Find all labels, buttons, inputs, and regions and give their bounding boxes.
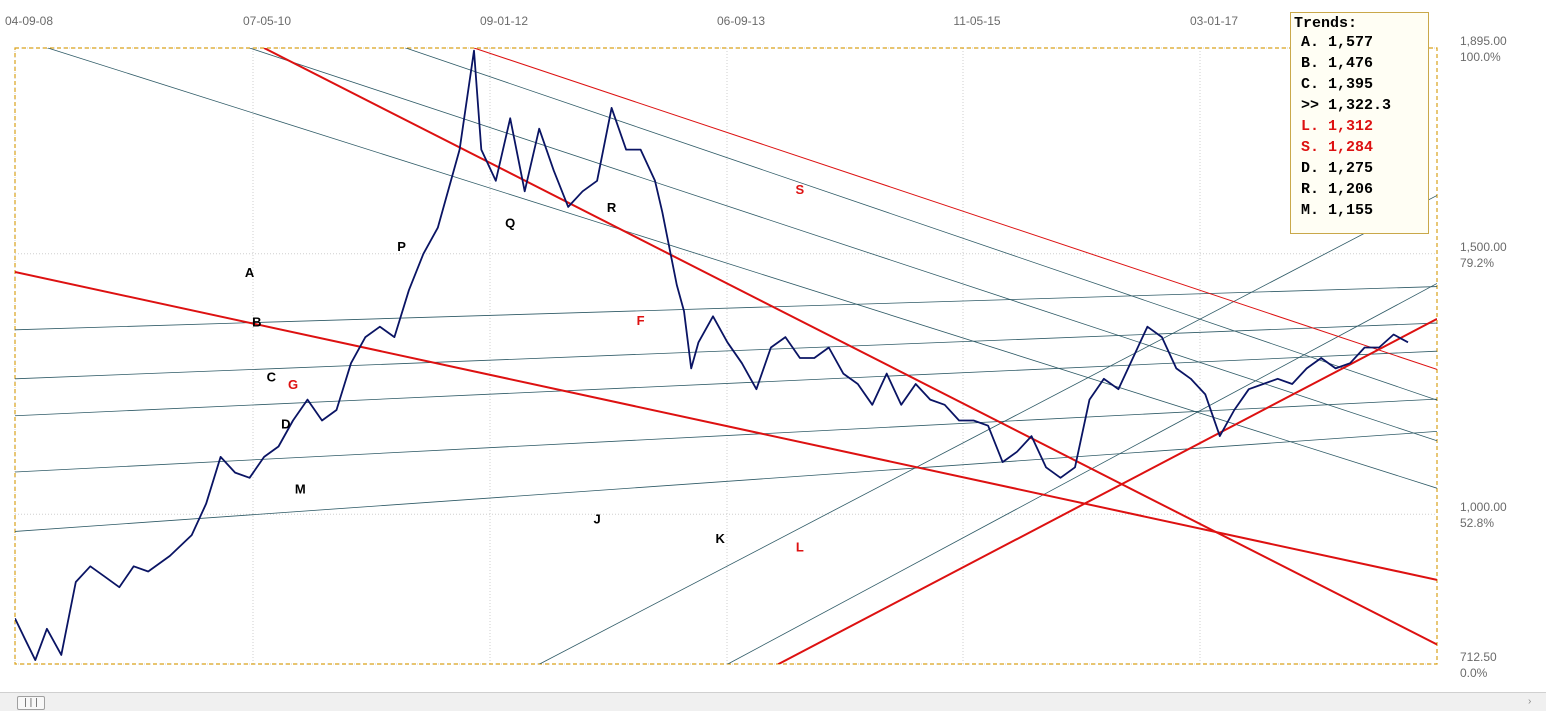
- x-tick-label: 11-05-15: [953, 14, 1000, 28]
- trend-line-b: [15, 322, 1437, 380]
- trend-lines: [15, 48, 1437, 664]
- trend-label-g: G: [288, 377, 298, 392]
- y-tick-percent: 0.0%: [1460, 666, 1488, 680]
- trend-label-m: M: [295, 481, 306, 496]
- trend-line-j: [539, 195, 1437, 664]
- scroll-thumb[interactable]: |||: [17, 696, 45, 710]
- x-tick-label: 04-09-08: [5, 14, 53, 28]
- y-axis-right: 1,895.00 100.0% 1,500.00 79.2% 1,000.00 52.8%…: [1460, 34, 1507, 680]
- trend-row: B. 1,476: [1301, 55, 1374, 72]
- trend-line-s: [473, 48, 1437, 370]
- trend-row: R. 1,206: [1301, 181, 1374, 198]
- price-series-line: [15, 49, 1409, 661]
- y-tick-percent: 79.2%: [1460, 256, 1494, 270]
- trend-label-c: C: [267, 369, 277, 384]
- trend-line-k: [727, 283, 1437, 664]
- trend-line-labels: A B C D M P Q R S F G J K L: [245, 182, 805, 555]
- trends-list: A. 1,577 B. 1,476 C. 1,395 >> 1,322.3 L. 1,3…: [1291, 32, 1428, 221]
- trend-row: L. 1,312: [1301, 118, 1374, 135]
- grid: [14, 47, 1437, 665]
- trend-row: D. 1,275: [1301, 160, 1374, 177]
- x-tick-label: 09-01-12: [480, 14, 528, 28]
- trend-label-d: D: [281, 416, 290, 431]
- trend-row: A. 1,577: [1301, 34, 1374, 51]
- plot-frame: [14, 47, 1438, 665]
- trend-line-a: [15, 286, 1437, 331]
- trend-row: M. 1,155: [1301, 202, 1374, 219]
- y-tick-value: 712.50: [1460, 650, 1497, 664]
- trend-line-c: [15, 350, 1437, 417]
- y-tick-value: 1,000.00: [1460, 500, 1507, 514]
- y-tick-percent: 100.0%: [1460, 50, 1501, 64]
- x-tick-label: 03-01-17: [1190, 14, 1238, 28]
- trend-line-r: [404, 48, 1437, 401]
- y-tick-value: 1,895.00: [1460, 34, 1507, 48]
- trend-line-f: [263, 48, 1437, 646]
- trend-label-j: J: [594, 512, 601, 527]
- trend-row: >> 1,322.3: [1301, 97, 1392, 114]
- trend-line-m: [15, 431, 1437, 532]
- trend-label-l: L: [796, 540, 804, 555]
- trend-label-a: A: [245, 265, 255, 280]
- trend-row: S. 1,284: [1301, 139, 1374, 156]
- trends-panel: Trends: A. 1,577 B. 1,476 C. 1,395 >> 1,322…: [1290, 12, 1429, 234]
- x-axis-ticks: 04-09-08 07-05-10 09-01-12 06-09-13 11-05-15…: [5, 14, 1238, 28]
- trends-title: Trends:: [1294, 15, 1358, 32]
- x-tick-label: 07-05-10: [243, 14, 291, 28]
- trend-label-k: K: [716, 531, 726, 546]
- trend-label-q: Q: [505, 216, 515, 231]
- trend-label-s: S: [796, 182, 805, 197]
- trend-line-d: [15, 398, 1437, 473]
- y-tick-percent: 52.8%: [1460, 516, 1494, 530]
- trend-label-f: F: [637, 313, 645, 328]
- x-tick-label: 06-09-13: [717, 14, 765, 28]
- trend-row: C. 1,395: [1301, 76, 1374, 93]
- trend-line-p: [46, 48, 1437, 489]
- trend-line-g: [15, 271, 1437, 581]
- y-tick-value: 1,500.00: [1460, 240, 1507, 254]
- trend-line-q: [249, 48, 1437, 442]
- trend-label-b: B: [252, 315, 261, 330]
- trend-label-p: P: [397, 239, 406, 254]
- trend-label-r: R: [607, 200, 617, 215]
- price-series: [15, 49, 1409, 661]
- trend-line-l: [777, 317, 1437, 664]
- horizontal-scrollbar[interactable]: ||| ›: [0, 692, 1546, 711]
- scroll-end-icon[interactable]: ›: [1528, 696, 1532, 707]
